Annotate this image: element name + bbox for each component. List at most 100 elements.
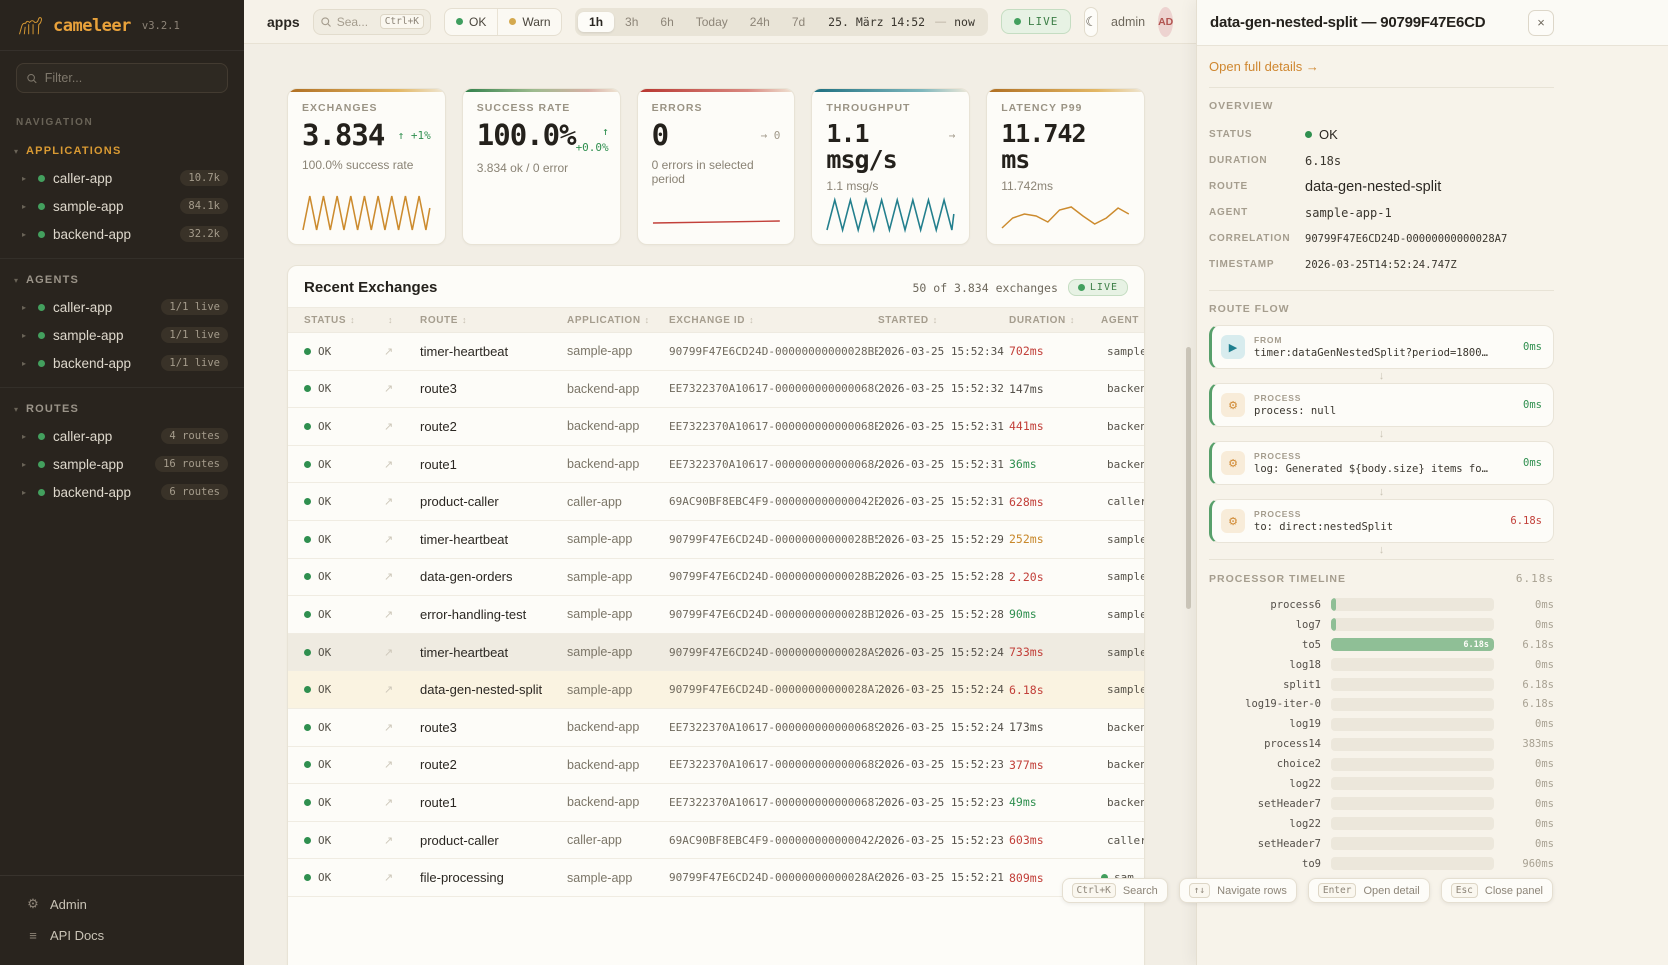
sidebar-item-agent[interactable]: ▸ sample-app 1/1 live bbox=[0, 321, 244, 349]
status-filter[interactable]: Warn bbox=[497, 8, 561, 35]
expand-icon[interactable]: ↗ bbox=[384, 721, 394, 734]
table-row[interactable]: OK ↗ data-gen-nested-split sample-app 90… bbox=[288, 671, 1144, 709]
table-row[interactable]: OK ↗ data-gen-orders sample-app 90799F47… bbox=[288, 559, 1144, 597]
column-label: EXCHANGE ID bbox=[669, 314, 746, 326]
table-summary: 50 of 3.834 exchanges bbox=[912, 280, 1058, 295]
search-icon bbox=[321, 16, 331, 27]
column-header[interactable]: ↕ bbox=[384, 315, 420, 325]
timeline-row: process6 0ms bbox=[1209, 595, 1554, 615]
metric-card-latency[interactable]: LATENCY P99 11.742 ms 11.742ms bbox=[986, 88, 1145, 245]
table-row[interactable]: OK ↗ route3 backend-app EE7322370A10617-… bbox=[288, 709, 1144, 747]
date-range-start[interactable]: 25. März 14:52 bbox=[828, 14, 926, 29]
metric-subtitle: 3.834 ok / 0 error bbox=[476, 161, 569, 175]
time-range-button[interactable]: 1h bbox=[578, 11, 615, 32]
sidebar-item-route[interactable]: ▸ caller-app 4 routes bbox=[0, 422, 244, 450]
search-input[interactable] bbox=[336, 14, 375, 29]
expand-icon[interactable]: ↗ bbox=[384, 571, 394, 584]
time-range-button[interactable]: Today bbox=[695, 14, 728, 29]
application-cell: caller-app bbox=[567, 494, 622, 509]
table-row[interactable]: OK ↗ route1 backend-app EE7322370A10617-… bbox=[288, 784, 1144, 822]
duration-cell: 702ms bbox=[1009, 344, 1044, 359]
sidebar-item-api-docs[interactable]: ≡ API Docs bbox=[0, 920, 244, 951]
column-header[interactable]: ROUTE ↕ bbox=[420, 315, 567, 326]
flow-step[interactable]: ⚙ PROCESS log: Generated ${body.size} it… bbox=[1209, 441, 1554, 485]
column-header[interactable]: STATUS ↕ bbox=[304, 315, 384, 326]
close-button[interactable]: × bbox=[1528, 9, 1554, 36]
metric-card-exchanges[interactable]: EXCHANGES 3.834 ↑ +1% 100.0% success rat… bbox=[287, 88, 446, 245]
group-header-agents[interactable]: ▾ AGENTS bbox=[0, 271, 244, 293]
table-row[interactable]: OK ↗ timer-heartbeat sample-app 90799F47… bbox=[288, 633, 1144, 672]
expand-icon[interactable]: ↗ bbox=[384, 458, 394, 471]
search-box[interactable]: Ctrl+K bbox=[312, 8, 432, 35]
sidebar-item-route[interactable]: ▸ backend-app 6 routes bbox=[0, 478, 244, 506]
group-header-routes[interactable]: ▾ ROUTES bbox=[0, 400, 244, 422]
agent-label: backen bbox=[1107, 795, 1144, 809]
sidebar-item-route[interactable]: ▸ sample-app 16 routes bbox=[0, 450, 244, 478]
sidebar-item-agent[interactable]: ▸ caller-app 1/1 live bbox=[0, 293, 244, 321]
sidebar-item-agent[interactable]: ▸ backend-app 1/1 live bbox=[0, 349, 244, 377]
date-range-end[interactable]: now bbox=[954, 14, 975, 29]
table-live-badge[interactable]: LIVE bbox=[1067, 279, 1128, 296]
expand-icon[interactable]: ↗ bbox=[384, 608, 394, 621]
table-row[interactable]: OK ↗ timer-heartbeat sample-app 90799F47… bbox=[288, 333, 1144, 371]
status-dot bbox=[38, 174, 45, 182]
sidebar-item-application[interactable]: ▸ backend-app 32.2k bbox=[0, 220, 244, 248]
expand-icon[interactable]: ↗ bbox=[384, 834, 394, 847]
arrow-down-icon: ↓ bbox=[1378, 544, 1385, 556]
expand-icon[interactable]: ↗ bbox=[384, 533, 394, 546]
time-range-button[interactable]: 7d bbox=[791, 14, 806, 29]
status-label: OK bbox=[318, 532, 332, 546]
status-filter[interactable]: OK bbox=[445, 9, 497, 35]
sidebar-filter[interactable] bbox=[16, 63, 228, 93]
exchange-id-cell: 90799F47E6CD24D-00000000000028A6 bbox=[669, 871, 878, 885]
table-row[interactable]: OK ↗ product-caller caller-app 69AC90BF8… bbox=[288, 483, 1144, 521]
status-label: OK bbox=[318, 795, 332, 809]
timeline-row: setHeader7 0ms bbox=[1209, 794, 1554, 814]
time-range-button[interactable]: 3h bbox=[625, 14, 639, 29]
sidebar-item-application[interactable]: ▸ sample-app 84.1k bbox=[0, 192, 244, 220]
column-header[interactable]: STARTED ↕ bbox=[878, 315, 1009, 326]
table-row[interactable]: OK ↗ route2 backend-app EE7322370A10617-… bbox=[288, 747, 1144, 785]
column-header[interactable]: APPLICATION ↕ bbox=[567, 315, 669, 326]
expand-icon[interactable]: ↗ bbox=[384, 420, 394, 433]
timeline-bar-track bbox=[1331, 817, 1494, 831]
theme-toggle[interactable]: ☾ bbox=[1084, 6, 1099, 37]
live-toggle[interactable]: LIVE bbox=[1000, 9, 1072, 34]
scrollbar[interactable] bbox=[1186, 347, 1191, 609]
group-header-applications[interactable]: ▾ APPLICATIONS bbox=[0, 142, 244, 164]
expand-icon[interactable]: ↗ bbox=[384, 345, 394, 358]
table-row[interactable]: OK ↗ route2 backend-app EE7322370A10617-… bbox=[288, 408, 1144, 446]
table-row[interactable]: OK ↗ route1 backend-app EE7322370A10617-… bbox=[288, 446, 1144, 484]
expand-icon[interactable]: ↗ bbox=[384, 684, 394, 697]
time-range-button[interactable]: 6h bbox=[660, 14, 674, 29]
table-row[interactable]: OK ↗ file-processing sample-app 90799F47… bbox=[288, 859, 1144, 897]
flow-step[interactable]: ⚙ PROCESS process: null 0ms bbox=[1209, 383, 1554, 427]
expand-icon[interactable]: ↗ bbox=[384, 872, 394, 885]
table-row[interactable]: OK ↗ route3 backend-app EE7322370A10617-… bbox=[288, 371, 1144, 409]
column-header[interactable]: DURATION ↕ bbox=[1009, 315, 1101, 326]
filter-input[interactable] bbox=[44, 71, 218, 85]
metric-card-success-rate[interactable]: SUCCESS RATE 100.0% ↑ +0.0% 3.834 ok / 0… bbox=[461, 88, 621, 245]
status-label: OK bbox=[318, 419, 332, 433]
expand-icon[interactable]: ↗ bbox=[384, 796, 394, 809]
flow-step[interactable]: ⚙ PROCESS to: direct:nestedSplit 6.18s bbox=[1209, 499, 1554, 543]
metric-card-errors[interactable]: ERRORS 0 → 0 0 errors in selected period bbox=[636, 88, 796, 245]
sidebar-item-application[interactable]: ▸ caller-app 10.7k bbox=[0, 164, 244, 192]
metric-card-throughput[interactable]: THROUGHPUT 1.1 msg/s → 1.1 msg/s bbox=[811, 88, 971, 245]
table-row[interactable]: OK ↗ product-caller caller-app 69AC90BF8… bbox=[288, 822, 1144, 860]
expand-icon[interactable]: ↗ bbox=[384, 383, 394, 396]
timeline-row: process14 383ms bbox=[1209, 734, 1554, 754]
open-full-details-link[interactable]: Open full details → bbox=[1209, 59, 1319, 74]
column-header[interactable]: EXCHANGE ID ↕ bbox=[669, 315, 878, 326]
sidebar-item-admin[interactable]: ⚙ Admin bbox=[0, 888, 244, 920]
flow-step[interactable]: ▶ FROM timer:dataGenNestedSplit?period=1… bbox=[1209, 325, 1554, 369]
table-row[interactable]: OK ↗ error-handling-test sample-app 9079… bbox=[288, 596, 1144, 634]
avatar[interactable]: AD bbox=[1158, 6, 1174, 37]
expand-icon[interactable]: ↗ bbox=[384, 646, 394, 659]
time-range-button[interactable]: 24h bbox=[749, 14, 770, 29]
step-text: to: direct:nestedSplit bbox=[1254, 521, 1394, 533]
column-header[interactable]: AGENT ↕ bbox=[1101, 315, 1144, 326]
table-row[interactable]: OK ↗ timer-heartbeat sample-app 90799F47… bbox=[288, 521, 1144, 559]
expand-icon[interactable]: ↗ bbox=[384, 759, 394, 772]
expand-icon[interactable]: ↗ bbox=[384, 496, 394, 509]
